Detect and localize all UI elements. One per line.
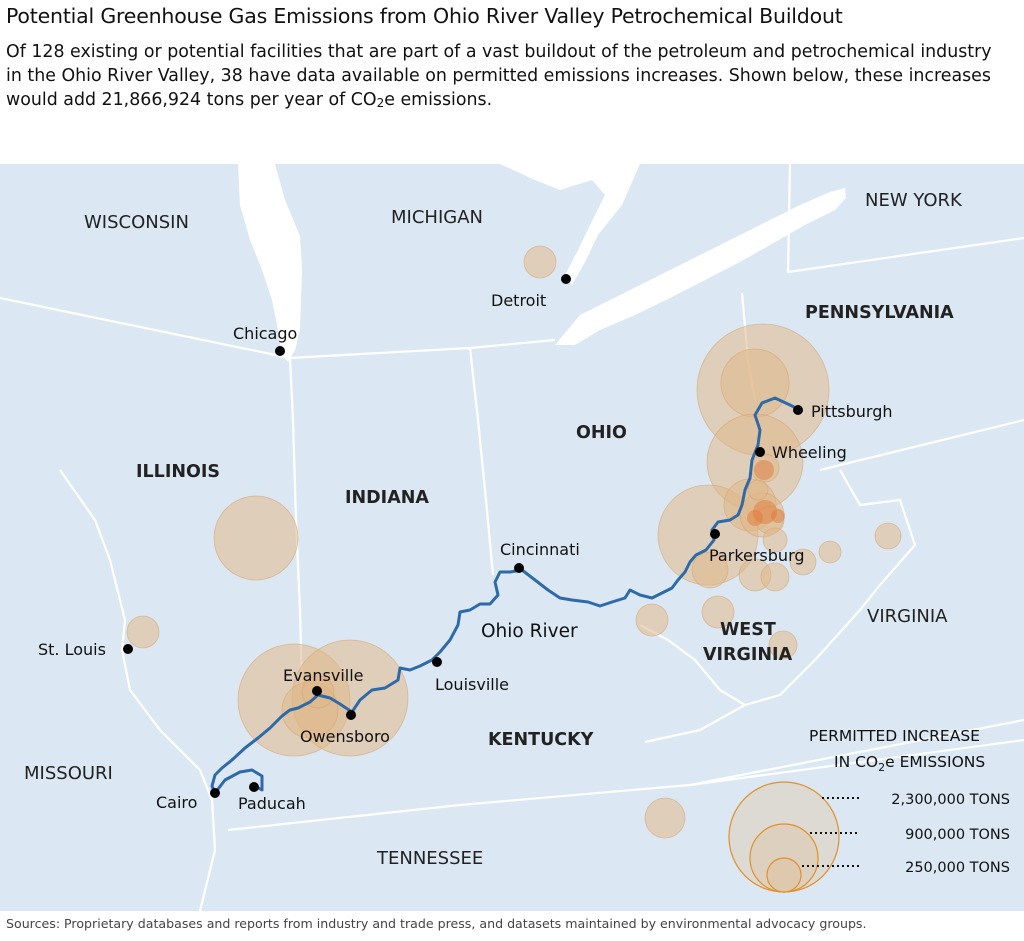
- facility-bubble: [789, 548, 817, 576]
- river-label: Ohio River: [481, 621, 578, 642]
- city-dot-pittsburgh: [793, 405, 803, 415]
- state-label-pennsylvania: PENNSYLVANIA: [805, 303, 954, 323]
- facility-bubble: [762, 527, 788, 553]
- state-label-ohio: OHIO: [576, 423, 627, 443]
- city-label-owensboro: Owensboro: [300, 727, 390, 746]
- city-label-cairo: Cairo: [156, 793, 197, 812]
- city-label-evansville: Evansville: [283, 666, 364, 685]
- facility-bubble: [747, 479, 769, 501]
- city-label-wheeling: Wheeling: [772, 443, 847, 462]
- lake-huron: [500, 164, 640, 285]
- legend-label-large: 2,300,000 TONS: [891, 792, 1010, 808]
- state-label-wisconsin: WISCONSIN: [84, 212, 189, 233]
- facility-bubble: [644, 797, 686, 839]
- city-dots: [123, 274, 803, 798]
- page-title: Potential Greenhouse Gas Emissions from …: [6, 4, 843, 28]
- city-label-louisville: Louisville: [435, 675, 509, 694]
- facility-bubble: [635, 603, 669, 637]
- state-labels: WISCONSIN MICHIGAN NEW YORK PENNSYLVANIA…: [24, 190, 963, 869]
- facility-bubble: [720, 348, 790, 418]
- city-label-cincinnati: Cincinnati: [500, 540, 580, 559]
- legend-circle-small: [766, 857, 802, 893]
- source-note: Sources: Proprietary databases and repor…: [6, 916, 867, 931]
- facility-bubble: [213, 495, 299, 581]
- facility-bubble: [701, 595, 735, 629]
- facility-core: [754, 460, 774, 480]
- city-dot-cincinnati: [514, 563, 524, 573]
- legend-label-medium: 900,000 TONS: [905, 827, 1010, 843]
- city-dot-detroit: [561, 274, 571, 284]
- legend-title-1: PERMITTED INCREASE: [809, 727, 980, 745]
- city-label-paducah: Paducah: [238, 794, 306, 813]
- lake-erie: [555, 188, 846, 345]
- city-dot-owensboro: [346, 710, 356, 720]
- city-label-detroit: Detroit: [491, 291, 546, 310]
- state-label-illinois: ILLINOIS: [136, 462, 220, 482]
- city-label-st-louis: St. Louis: [38, 640, 106, 659]
- page-subtitle: Of 128 existing or potential facilities …: [6, 42, 992, 110]
- ohio-river: [210, 396, 802, 795]
- city-dot-wheeling: [755, 447, 765, 457]
- state-label-west-virginia-1: WEST: [720, 620, 776, 640]
- facility-bubble: [126, 615, 160, 649]
- legend: PERMITTED INCREASE IN CO2e EMISSIONS 2,3…: [728, 727, 1010, 893]
- state-label-new-york: NEW YORK: [865, 190, 963, 211]
- city-label-parkersburg: Parkersburg: [709, 546, 805, 565]
- emissions-map: WISCONSIN MICHIGAN NEW YORK PENNSYLVANIA…: [0, 164, 1024, 911]
- city-dot-evansville: [312, 686, 322, 696]
- city-label-pittsburgh: Pittsburgh: [811, 402, 893, 421]
- state-label-virginia: VIRGINIA: [867, 606, 948, 627]
- facility-bubble: [768, 630, 798, 660]
- emission-bubble-cores: [747, 460, 785, 526]
- legend-label-small: 250,000 TONS: [905, 860, 1010, 876]
- facility-bubble: [818, 540, 842, 564]
- state-label-kentucky: KENTUCKY: [488, 730, 594, 750]
- city-dot-paducah: [249, 782, 259, 792]
- city-dot-st-louis: [123, 644, 133, 654]
- facility-core: [771, 509, 785, 523]
- facility-bubble: [874, 522, 902, 550]
- facility-bubble: [523, 245, 557, 279]
- city-dot-chicago: [275, 346, 285, 356]
- state-borders: [0, 164, 1024, 911]
- state-label-missouri: MISSOURI: [24, 763, 113, 784]
- state-label-west-virginia-2: VIRGINIA: [703, 645, 793, 665]
- city-label-chicago: Chicago: [233, 324, 297, 343]
- map-background: [0, 164, 1024, 911]
- state-label-tennessee: TENNESSEE: [376, 848, 483, 869]
- city-dot-parkersburg: [710, 529, 720, 539]
- facility-bubble: [760, 562, 790, 592]
- state-label-michigan: MICHIGAN: [391, 207, 483, 228]
- facility-core: [747, 510, 763, 526]
- state-label-indiana: INDIANA: [345, 488, 429, 508]
- lake-michigan: [238, 164, 302, 362]
- city-dot-louisville: [432, 657, 442, 667]
- city-labels: Detroit Chicago Pittsburgh Wheeling Park…: [38, 291, 893, 813]
- legend-title-2: IN CO2e EMISSIONS: [834, 753, 985, 774]
- city-dot-cairo: [210, 788, 220, 798]
- facility-bubble: [691, 551, 729, 589]
